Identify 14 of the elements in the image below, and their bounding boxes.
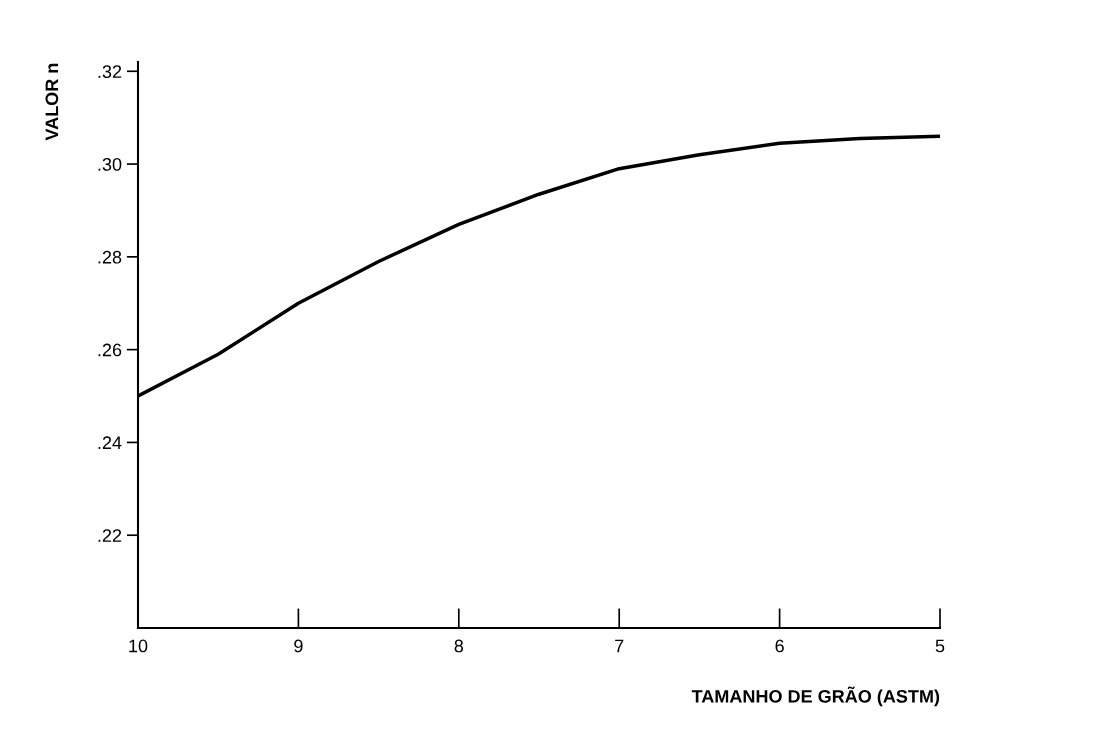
y-tick-label: .28 (98, 250, 122, 264)
x-tick-label: 9 (294, 639, 303, 653)
y-tick-label: .30 (98, 158, 122, 171)
y-tick-label: .22 (98, 529, 122, 542)
x-tick-label: 7 (615, 639, 624, 653)
x-tick-label: 10 (129, 639, 148, 653)
x-tick-label: 5 (935, 639, 945, 653)
y-tick-label: .24 (98, 436, 122, 449)
x-axis-title: TAMANHO DE GRÃO (ASTM) (691, 686, 940, 707)
y-tick-label: .26 (98, 343, 122, 357)
x-tick-label: 6 (775, 639, 784, 653)
y-axis-title: VALOR n (45, 63, 59, 141)
y-tick-label: .32 (98, 65, 122, 78)
x-tick-label: 8 (454, 639, 464, 653)
